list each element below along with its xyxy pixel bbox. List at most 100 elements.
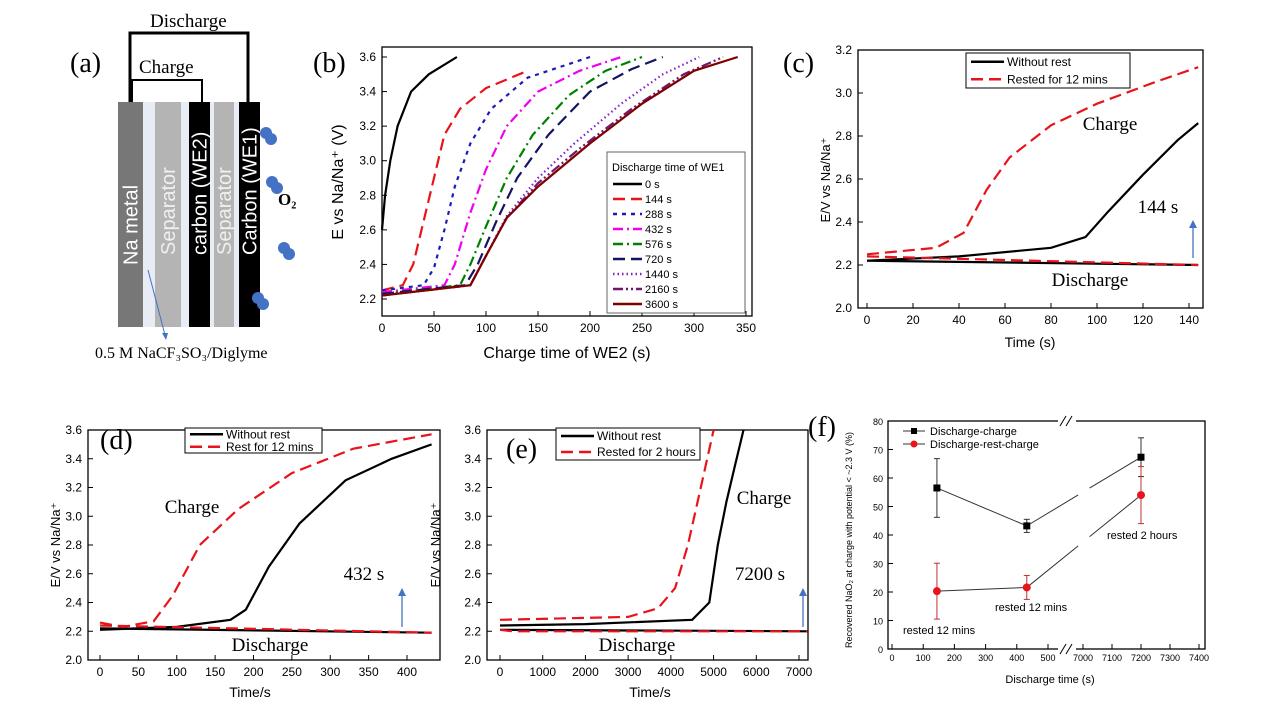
discharge-circuit — [128, 31, 250, 102]
chart-e: 0 1000 2000 3000 4000 5000 6000 7000 2.0 2.2 2.4 2.… — [428, 423, 813, 700]
arrow-head-icon — [799, 588, 807, 596]
x-tick-label: 200 — [243, 665, 263, 679]
plot-frame — [857, 49, 1204, 309]
o2-label: O₂ — [278, 190, 296, 209]
x-tick-label: 60 — [998, 313, 1012, 327]
x-tick-label: 0 — [864, 313, 871, 327]
y-tick-label: 3.4 — [65, 452, 82, 466]
series-line — [99, 443, 432, 631]
legend-entry: 144 s — [645, 194, 672, 206]
y-tick-label: 2.2 — [359, 292, 376, 306]
data-point — [1137, 491, 1145, 500]
x-tick-label: 3000 — [615, 665, 642, 679]
series-line — [99, 624, 432, 634]
annotation-charge: Charge — [737, 488, 792, 509]
x-tick-label: 0 — [497, 665, 504, 679]
y-tick-label: 2.2 — [65, 624, 82, 638]
o2-molecule-icon — [278, 242, 295, 260]
y-tick-label: 10 — [873, 617, 883, 627]
x-tick-label: 7000 — [1073, 653, 1093, 663]
series-line — [381, 55, 739, 297]
y-tick-label: 2.4 — [835, 215, 852, 229]
legend-entry: 3600 s — [645, 299, 679, 311]
layer-3 — [214, 102, 234, 327]
x-axis-label: Discharge time (s) — [1005, 674, 1094, 686]
axis-break-mark — [1065, 415, 1073, 427]
annotation-discharge: Discharge — [232, 635, 309, 656]
series-line — [936, 586, 1027, 592]
y-tick-label: 3.4 — [464, 452, 481, 466]
charge-circuit — [131, 79, 203, 102]
y-axis-label: E vs Na/Na⁺ (V) — [330, 124, 347, 239]
y-tick-label: 3.2 — [835, 43, 852, 57]
arrow-head-icon — [398, 588, 406, 596]
series-line — [381, 55, 622, 294]
x-tick-label: 1000 — [529, 665, 556, 679]
series-line — [1026, 494, 1142, 588]
legend-entry: Without rest — [226, 427, 291, 441]
legend-entry: 576 s — [645, 239, 672, 251]
series-line — [380, 56, 458, 230]
x-tick-label: 200 — [947, 653, 962, 663]
x-tick-label: 400 — [1009, 653, 1024, 663]
y-tick-label: 2.0 — [65, 653, 82, 667]
x-tick-label: 500 — [1040, 653, 1055, 663]
legend-entry: Rest for 12 mins — [226, 440, 313, 454]
x-tick-label: 7200 — [1131, 653, 1151, 663]
x-tick-label: 50 — [132, 665, 146, 679]
annotation-time: 144 s — [1138, 197, 1179, 218]
layer-0 — [118, 102, 143, 327]
y-tick-label: 3.0 — [464, 509, 481, 523]
y-tick-label: 3.0 — [65, 509, 82, 523]
layer-4 — [239, 102, 260, 327]
x-tick-label: 140 — [1179, 313, 1199, 327]
y-tick-label: 2.8 — [464, 538, 481, 552]
y-tick-label: 3.0 — [835, 86, 852, 100]
y-tick-label: 3.2 — [464, 481, 481, 495]
x-tick-label: 20 — [906, 313, 920, 327]
layer-label: carbon (WE2) — [190, 132, 212, 255]
series-line — [381, 55, 643, 295]
series-line — [381, 69, 529, 292]
y-tick-label: 2.6 — [65, 567, 82, 581]
x-tick-label: 350 — [359, 665, 379, 679]
legend-title: Discharge time of WE1 — [612, 162, 724, 174]
y-tick-label: 2.8 — [835, 129, 852, 143]
y-tick-label: 2.0 — [835, 301, 852, 315]
y-tick-label: 30 — [873, 560, 883, 570]
x-tick-label: 150 — [205, 665, 225, 679]
o2-molecule-icon — [260, 127, 277, 145]
arrow-electrolyte — [147, 269, 166, 336]
y-tick-label: 3.0 — [359, 154, 376, 168]
legend-marker — [911, 428, 917, 434]
arrow-head-icon — [1189, 220, 1197, 228]
chart-f: 0 100 200 300 400 500 7000 7100 7200 7300 7400 0 10 2… — [844, 415, 1209, 686]
legend-entry: Discharge-charge — [930, 426, 1017, 438]
series-line — [866, 255, 1199, 267]
y-tick-label: 3.6 — [65, 423, 82, 437]
y-tick-label: 2.4 — [359, 257, 376, 271]
x-tick-label: 7300 — [1160, 653, 1180, 663]
x-tick-label: 150 — [528, 321, 548, 335]
series-line — [381, 55, 591, 292]
chart-b: 0 50 100 150 200 250 300 350 2.2 2.4 2.6 2.8 3.0 3.2 3… — [330, 46, 756, 362]
y-axis-label: E/V vs Na/Na⁺ — [818, 138, 833, 223]
x-tick-label: 300 — [978, 653, 993, 663]
x-tick-label: 7100 — [1102, 653, 1122, 663]
electrolyte-label: 0.5 M NaCF₃SO₃/Diglyme — [95, 345, 268, 362]
axis-break-mark — [1059, 643, 1067, 655]
y-tick-label: 3.4 — [359, 85, 376, 99]
data-point — [932, 587, 941, 596]
o2-molecule-icon — [266, 176, 283, 194]
annotation-discharge: Discharge — [1052, 270, 1129, 291]
y-tick-label: 20 — [873, 588, 883, 598]
y-tick-label: 2.6 — [835, 172, 852, 186]
legend-entry: 0 s — [645, 179, 660, 191]
annotation-charge: Charge — [165, 497, 220, 518]
axis-break-mark — [1065, 643, 1073, 655]
y-tick-label: 40 — [873, 531, 883, 541]
legend: Discharge time of WE1 0 s 144 s 288 s 432 s 5… — [606, 151, 746, 314]
x-tick-label: 40 — [952, 313, 966, 327]
charge-label: Charge — [139, 57, 194, 78]
